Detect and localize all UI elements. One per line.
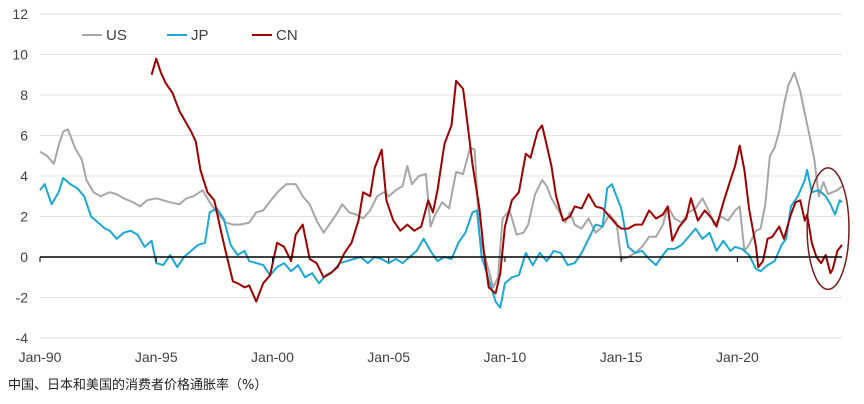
y-tick-label: 6: [20, 128, 28, 144]
x-tick-label: Jan-20: [716, 349, 759, 365]
x-tick-label: Jan-15: [600, 349, 643, 365]
chart-caption: 中国、日本和美国的消费者价格通胀率（%）: [8, 378, 268, 393]
x-tick-label: Jan-95: [135, 349, 178, 365]
legend-label-cn: CN: [276, 27, 298, 44]
x-tick-label: Jan-05: [367, 349, 410, 365]
y-tick-label: -2: [16, 290, 29, 306]
y-tick-label: 0: [20, 249, 28, 265]
series-lines: [39, 57, 843, 309]
x-tick-label: Jan-10: [484, 349, 527, 365]
series-line-cn: [150, 57, 843, 303]
y-tick-label: 4: [20, 168, 28, 184]
y-tick-label: 8: [20, 87, 28, 103]
x-tick-label: Jan-90: [19, 349, 62, 365]
y-tick-label: 12: [12, 6, 28, 22]
annotations: [39, 167, 850, 291]
x-tick-label: Jan-00: [251, 349, 294, 365]
legend-label-jp: JP: [191, 27, 209, 44]
y-tick-labels: -4 -2 0 2 4 6 8 10 12: [12, 6, 28, 346]
y-tick-label: 10: [12, 47, 28, 63]
y-tick-label: 2: [20, 209, 28, 225]
legend: US JP CN: [82, 27, 298, 44]
y-tick-label: -4: [16, 330, 29, 346]
series-line-us: [39, 71, 843, 289]
x-tick-labels: Jan-90 Jan-95 Jan-00 Jan-05 Jan-10 Jan-15 Jan-…: [19, 349, 759, 365]
series-line-jp: [39, 168, 843, 309]
highlight-ellipse: [806, 167, 850, 291]
gridlines: [40, 13, 842, 339]
legend-label-us: US: [106, 27, 127, 44]
